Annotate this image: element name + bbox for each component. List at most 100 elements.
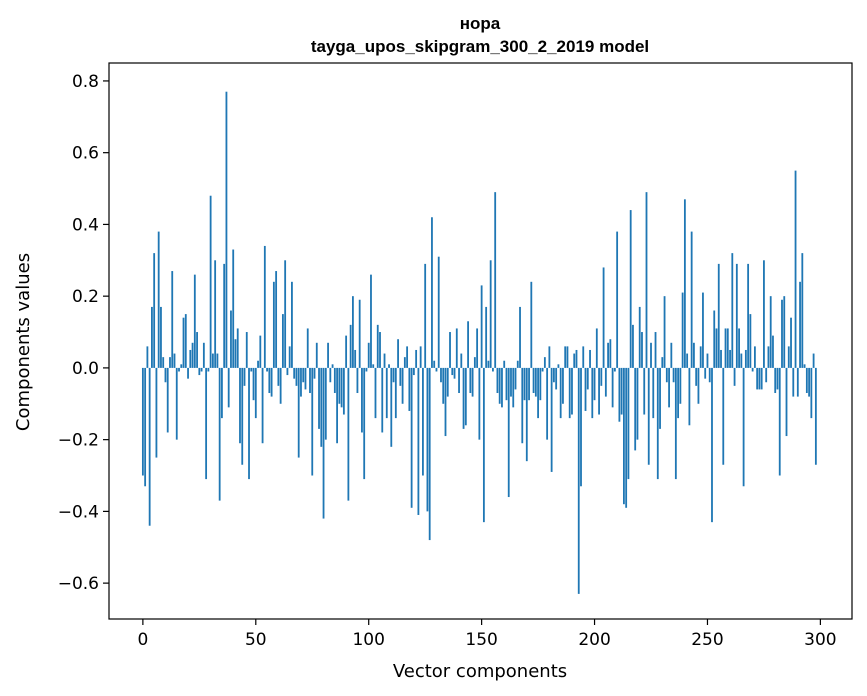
bar-component-81 (324, 367, 327, 440)
bar-component-263 (735, 263, 738, 368)
bar-component-82 (327, 342, 329, 368)
bar-component-228 (656, 367, 659, 480)
x-axis-ticks: 0 50 100 150 200 250 300 (137, 619, 837, 650)
bar-component-67 (293, 367, 296, 379)
bar-component-290 (796, 367, 799, 397)
bar-component-50 (254, 367, 257, 419)
bar-component-171 (528, 367, 530, 401)
bar-component-9 (162, 357, 165, 368)
bar-component-200 (593, 367, 596, 401)
bar-component-241 (686, 353, 689, 368)
bar-component-74 (309, 367, 311, 394)
bar-component-128 (431, 217, 433, 368)
bar-component-149 (478, 367, 481, 440)
bar-component-79 (320, 367, 323, 447)
bar-component-281 (776, 367, 779, 390)
bar-component-179 (546, 367, 549, 440)
bar-component-270 (751, 367, 754, 372)
bar-component-203 (600, 367, 603, 386)
bar-component-191 (573, 353, 576, 368)
bar-component-137 (451, 367, 454, 376)
bar-component-213 (623, 367, 625, 505)
bar-component-97 (361, 367, 363, 433)
bar-component-173 (532, 367, 535, 394)
bar-component-182 (552, 367, 555, 383)
bar-component-285 (785, 367, 788, 437)
bar-component-157 (496, 367, 499, 394)
bar-component-293 (803, 364, 806, 368)
bar-component-106 (381, 367, 384, 433)
bar-component-69 (297, 367, 300, 458)
bar-component-85 (333, 367, 336, 394)
bar-component-296 (810, 367, 813, 419)
bar-component-52 (259, 335, 262, 368)
bar-component-144 (467, 321, 469, 368)
bar-component-215 (627, 367, 630, 480)
bar-component-190 (571, 367, 573, 415)
bar-component-257 (722, 367, 725, 465)
bar-component-227 (654, 332, 657, 368)
bar-component-72 (304, 367, 307, 390)
bar-component-246 (697, 367, 700, 404)
bar-component-252 (711, 367, 713, 523)
bar-component-151 (482, 367, 485, 523)
bar-component-244 (693, 342, 695, 368)
x-tick-label: 50 (245, 630, 267, 650)
bar-component-170 (525, 367, 528, 462)
bar-component-287 (790, 317, 792, 368)
bar-component-238 (679, 367, 682, 404)
bar-component-164 (512, 367, 515, 408)
bar-component-130 (435, 367, 438, 372)
bar-component-131 (437, 256, 440, 368)
bar-component-20 (187, 367, 189, 379)
bar-component-87 (338, 367, 341, 404)
bar-component-61 (279, 367, 282, 404)
bar-component-42 (236, 328, 239, 368)
bar-component-60 (277, 367, 280, 386)
bar-component-107 (383, 353, 386, 368)
bar-component-212 (620, 367, 623, 415)
bar-component-138 (453, 367, 456, 379)
bar-component-239 (681, 292, 684, 368)
y-axis-label: Components values (13, 253, 34, 431)
bar-component-63 (284, 260, 287, 368)
bar-component-178 (543, 357, 546, 368)
y-tick-label: 0.8 (72, 72, 99, 92)
bar-component-114 (399, 367, 402, 386)
bar-component-89 (342, 367, 345, 415)
bar-component-36 (223, 263, 226, 368)
bar-component-197 (586, 367, 589, 390)
bar-component-116 (403, 357, 406, 368)
bar-component-283 (781, 299, 783, 368)
bar-component-43 (239, 367, 241, 444)
bar-component-294 (805, 367, 808, 394)
bar-component-258 (724, 328, 727, 368)
bar-component-150 (480, 285, 483, 368)
bar-component-232 (665, 367, 668, 383)
y-tick-label: 0.6 (72, 144, 99, 164)
bar-component-181 (550, 367, 553, 472)
bar-component-243 (690, 231, 693, 368)
bar-component-110 (390, 367, 393, 447)
x-tick-label: 300 (804, 630, 836, 650)
bar-component-11 (166, 367, 169, 433)
bar-component-260 (729, 349, 731, 368)
bar-component-13 (171, 271, 174, 368)
bar-component-28 (205, 367, 208, 480)
bar-component-78 (318, 367, 320, 429)
bar-component-125 (424, 263, 427, 368)
bar-component-272 (756, 367, 759, 390)
bar-component-22 (191, 342, 194, 368)
bar-component-99 (365, 367, 368, 372)
bar-component-254 (715, 328, 718, 368)
bar-component-165 (514, 367, 517, 390)
bar-component-86 (336, 367, 338, 444)
bar-component-88 (340, 367, 343, 408)
bar-component-177 (541, 367, 544, 372)
bar-component-98 (363, 367, 366, 480)
bar-component-105 (379, 332, 381, 368)
x-tick-label: 250 (691, 630, 723, 650)
bar-component-220 (638, 306, 641, 368)
